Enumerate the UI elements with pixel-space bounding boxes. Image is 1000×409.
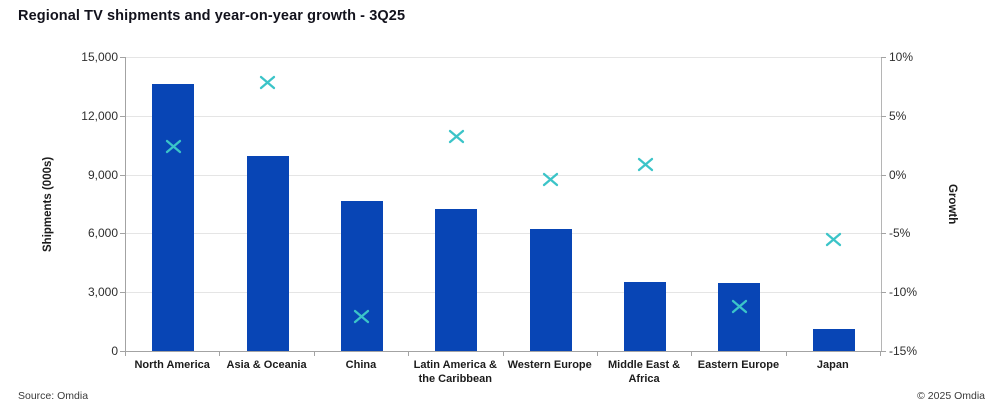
axis-tick <box>881 233 886 235</box>
chart-title: Regional TV shipments and year-on-year g… <box>18 8 406 24</box>
x-axis-tick <box>785 352 787 356</box>
axis-tick <box>881 174 886 176</box>
x-axis-tick <box>502 352 504 356</box>
x-axis-tick <box>219 352 221 356</box>
shipments-bar <box>246 155 289 351</box>
gridline <box>126 233 881 235</box>
gridline <box>126 115 881 117</box>
gridline <box>126 57 881 58</box>
axis-tick <box>120 115 125 117</box>
left-axis-tick-label: 3,000 <box>87 285 118 300</box>
gridline <box>126 174 881 176</box>
growth-x-marker <box>826 232 842 246</box>
axis-tick <box>881 351 886 352</box>
left-axis-tick-label: 9,000 <box>87 167 118 182</box>
growth-x-marker <box>543 172 559 186</box>
x-axis-tick <box>691 352 693 356</box>
x-axis-category-label: Asia & Oceania <box>226 359 307 371</box>
x-axis-category-label: Japan <box>816 359 849 371</box>
axis-tick <box>881 57 886 58</box>
growth-x-marker <box>637 157 653 171</box>
copyright-note: © 2025 Omdia <box>917 390 985 402</box>
axis-tick <box>120 233 125 235</box>
shipments-bar <box>812 329 855 351</box>
axis-tick <box>881 292 886 294</box>
x-axis-category-label: North America <box>134 359 210 371</box>
plot-area <box>125 57 882 352</box>
x-axis-category-label: Western Europe <box>507 359 592 371</box>
growth-x-marker <box>731 299 748 313</box>
x-axis-tick <box>313 352 315 356</box>
axis-tick <box>881 115 886 117</box>
growth-x-marker <box>165 139 181 154</box>
shipments-bar <box>152 84 195 351</box>
right-axis-title: Growth <box>946 183 958 225</box>
right-axis-tick-label: 0% <box>889 167 907 182</box>
shipments-bar <box>624 282 667 351</box>
shipments-bar <box>718 283 761 351</box>
x-axis-category-label: Latin America & the Caribbean <box>413 359 497 385</box>
left-axis-title: Shipments (000s) <box>42 156 54 252</box>
x-axis-category-label: China <box>345 359 377 371</box>
left-axis-tick-label: 6,000 <box>87 226 118 241</box>
axis-tick <box>120 174 125 176</box>
left-axis-tick-label: 0 <box>111 344 118 358</box>
x-axis-tick <box>596 352 598 356</box>
right-axis-tick-label: -15% <box>889 344 918 358</box>
axis-tick <box>120 57 125 58</box>
left-axis-tick-label: 15,000 <box>81 50 118 64</box>
x-axis-tick <box>125 352 126 356</box>
right-axis-tick-label: -10% <box>889 285 918 300</box>
shipments-bar <box>529 228 572 351</box>
right-axis-tick-label: -5% <box>889 226 911 241</box>
right-axis-tick-label: 10% <box>889 50 914 64</box>
axis-tick <box>120 292 125 294</box>
x-axis-category-label: Middle East & Africa <box>608 359 681 385</box>
growth-x-marker <box>354 310 370 324</box>
growth-x-marker <box>259 76 276 90</box>
x-axis-tick <box>880 352 881 356</box>
x-axis-tick <box>408 352 410 356</box>
left-axis-tick-label: 12,000 <box>81 108 118 123</box>
source-note: Source: Omdia <box>18 390 89 402</box>
right-axis-tick-label: 5% <box>889 108 907 123</box>
gridline <box>126 292 881 294</box>
axis-tick <box>120 351 125 352</box>
shipments-bar <box>340 201 383 351</box>
growth-x-marker <box>448 130 464 144</box>
x-axis-category-label: Eastern Europe <box>697 359 780 371</box>
shipments-bar <box>435 208 478 351</box>
